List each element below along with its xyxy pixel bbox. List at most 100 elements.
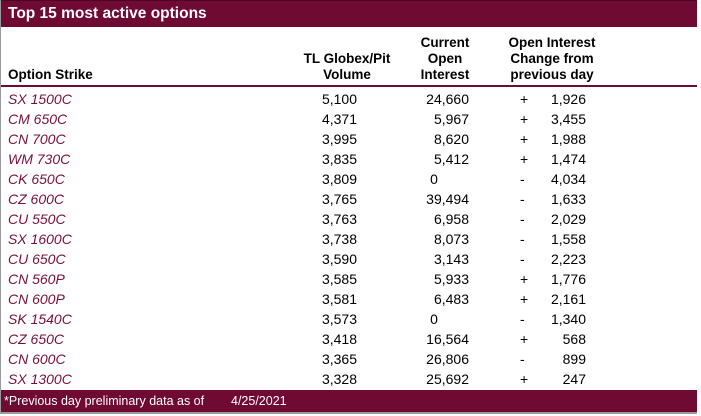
oi-change-cell: +568 — [472, 329, 590, 349]
oi-change-cell: - 1,340 — [472, 309, 590, 329]
column-header-line: Open — [427, 51, 463, 66]
change-sign: - — [520, 171, 525, 187]
volume-cell: 3,590 — [321, 251, 357, 267]
table-header-row: Option Strike TL Globex/Pit Volume Curren… — [1, 27, 697, 87]
table-row: CN 600P 3,581 6,483 +2,161 — [1, 289, 697, 309]
option-strike-cell: SX 1600C — [8, 231, 72, 247]
option-strike-cell: CZ 650C — [8, 331, 65, 347]
open-interest-cell: 39,494 — [426, 191, 469, 207]
row-spacer — [590, 89, 697, 109]
volume-cell: 4,371 — [321, 111, 357, 127]
change-value: 2,029 — [550, 211, 586, 227]
change-sign: + — [520, 291, 529, 307]
table-row: CN 700C 3,995 8,620 +1,988 — [1, 129, 697, 149]
change-sign: + — [520, 271, 529, 287]
oi-change-cell: +1,926 — [472, 89, 590, 109]
column-header-line: TL Globex/Pit — [303, 51, 391, 66]
table-row: CN 560P 3,585 5,933 +1,776 — [1, 269, 697, 289]
open-interest-cell: 5,967 — [433, 111, 469, 127]
row-spacer — [590, 269, 697, 289]
row-spacer — [590, 289, 697, 309]
left-border-line — [0, 0, 1, 413]
option-strike-cell: CK 650C — [8, 171, 65, 187]
table-row: CK 650C 3,809 0 - 4,034 — [1, 169, 697, 189]
change-value: 568 — [562, 331, 586, 347]
option-strike-cell: WM 730C — [8, 151, 71, 167]
column-header-line: previous day — [510, 67, 594, 82]
table-row: SX 1500C 5,100 24,660 +1,926 — [1, 89, 697, 109]
column-header-open-interest: Current Open Interest — [399, 35, 491, 85]
change-value: 2,161 — [550, 291, 586, 307]
option-strike-cell: SK 1540C — [8, 311, 72, 327]
oi-change-cell: - 2,029 — [472, 209, 590, 229]
change-value: 1,988 — [550, 131, 586, 147]
oi-change-cell: +247 — [472, 369, 590, 389]
option-strike-cell: SX 1500C — [8, 91, 72, 107]
open-interest-cell: 3,143 — [433, 251, 469, 267]
table-body: SX 1500C 5,100 24,660 +1,926 CM 650C 4,371 5,9… — [1, 89, 697, 389]
footer-bar: *Previous day preliminary data as of 4/2… — [1, 390, 697, 412]
row-spacer — [590, 109, 697, 129]
open-interest-cell: 16,564 — [426, 331, 469, 347]
column-header-line: Volume — [323, 67, 371, 82]
change-value: 1,926 — [550, 91, 586, 107]
change-value: 899 — [562, 351, 586, 367]
column-header-spacer — [613, 83, 697, 85]
change-sign: - — [520, 191, 525, 207]
volume-cell: 3,365 — [321, 351, 357, 367]
open-interest-cell: 0 — [430, 171, 438, 187]
column-header-oi-change: Open Interest Change from previous day — [491, 35, 613, 85]
volume-cell: 3,835 — [321, 151, 357, 167]
volume-cell: 3,418 — [321, 331, 357, 347]
option-strike-cell: CM 650C — [8, 111, 68, 127]
option-strike-cell: CN 560P — [8, 271, 65, 287]
volume-cell: 3,995 — [321, 131, 357, 147]
volume-cell: 3,763 — [321, 211, 357, 227]
change-sign: + — [520, 131, 529, 147]
volume-cell: 3,585 — [321, 271, 357, 287]
oi-change-cell: - 899 — [472, 349, 590, 369]
oi-change-cell: - 2,223 — [472, 249, 590, 269]
change-sign: - — [520, 311, 525, 327]
change-sign: + — [520, 331, 529, 347]
option-strike-cell: SX 1300C — [8, 371, 72, 387]
table-row: CU 550C 3,763 6,958 - 2,029 — [1, 209, 697, 229]
report-title-bar: Top 15 most active options — [1, 0, 697, 27]
change-value: 1,340 — [550, 311, 586, 327]
row-spacer — [590, 209, 697, 229]
footer-date: 4/25/2021 — [231, 394, 287, 408]
column-header-volume: TL Globex/Pit Volume — [295, 51, 399, 85]
change-sign: - — [520, 211, 525, 227]
open-interest-cell: 6,483 — [433, 291, 469, 307]
row-spacer — [590, 329, 697, 349]
row-spacer — [590, 349, 697, 369]
column-header-line: Change from — [510, 51, 594, 66]
option-strike-cell: CN 600C — [8, 351, 66, 367]
table-row: CZ 650C 3,418 16,564 +568 — [1, 329, 697, 349]
change-value: 1,474 — [550, 151, 586, 167]
option-strike-cell: CU 650C — [8, 251, 66, 267]
table-row: WM 730C 3,835 5,412 +1,474 — [1, 149, 697, 169]
open-interest-cell: 8,073 — [433, 231, 469, 247]
volume-cell: 3,809 — [321, 171, 357, 187]
option-strike-cell: CN 600P — [8, 291, 65, 307]
open-interest-cell: 5,933 — [433, 271, 469, 287]
row-spacer — [590, 189, 697, 209]
change-sign: - — [520, 251, 525, 267]
open-interest-cell: 25,692 — [426, 371, 469, 387]
footer-note: *Previous day preliminary data as of — [4, 394, 205, 408]
oi-change-cell: - 4,034 — [472, 169, 590, 189]
column-header-line: Current — [420, 35, 470, 50]
table-row: SK 1540C 3,573 0 - 1,340 — [1, 309, 697, 329]
column-header-line: Open Interest — [508, 35, 596, 50]
row-spacer — [590, 249, 697, 269]
oi-change-cell: +3,455 — [472, 109, 590, 129]
open-interest-cell: 8,620 — [433, 131, 469, 147]
bottom-border-line — [0, 412, 697, 414]
table-row: CM 650C 4,371 5,967 +3,455 — [1, 109, 697, 129]
change-sign: - — [520, 231, 525, 247]
change-sign: + — [520, 151, 529, 167]
open-interest-cell: 5,412 — [433, 151, 469, 167]
row-spacer — [590, 229, 697, 249]
change-value: 1,558 — [550, 231, 586, 247]
